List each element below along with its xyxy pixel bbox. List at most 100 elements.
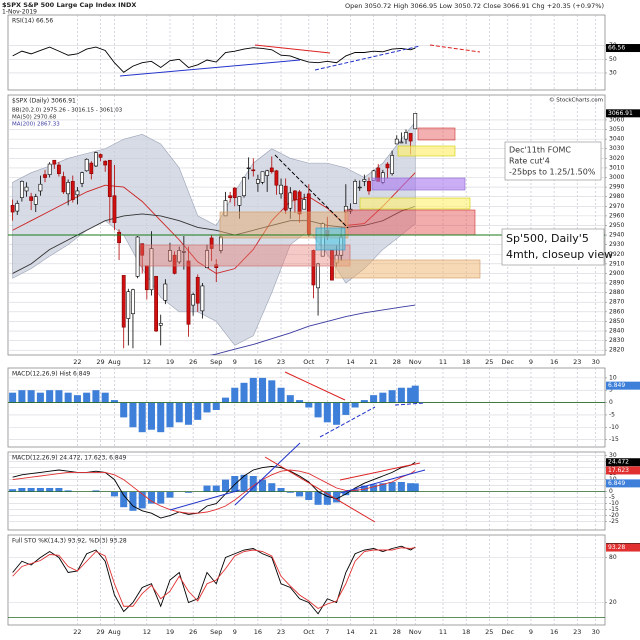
histogram-bar — [268, 483, 276, 492]
plot-area — [8, 452, 605, 530]
x-tick-label: Sep — [210, 358, 222, 366]
histogram-bar — [18, 390, 26, 403]
candle-body — [70, 181, 75, 200]
x-tick-label: Nov — [409, 358, 422, 366]
x-tick-label: 11 — [439, 358, 447, 366]
y-tick-label: 2910 — [609, 260, 624, 267]
legend-entry: MA(50) 2970.68 — [12, 115, 57, 121]
histogram-bar — [9, 392, 17, 403]
last-value-label: 6.849 — [608, 480, 625, 487]
note-box — [501, 228, 605, 266]
histogram-bar — [184, 402, 193, 425]
y-tick-label: -5 — [609, 494, 615, 501]
histogram-bar — [397, 482, 405, 492]
histogram-bar — [388, 482, 396, 492]
last-value-label: 93.28 — [608, 544, 625, 551]
candle-body — [279, 184, 283, 195]
candle-body — [80, 172, 84, 184]
histogram-bar — [259, 377, 267, 403]
histogram-bar — [203, 402, 211, 413]
trend-line — [254, 44, 331, 54]
plot-area — [8, 368, 605, 447]
last-value-label: 3066.91 — [608, 110, 633, 117]
last-value-box — [606, 466, 640, 475]
histogram-bar — [240, 382, 248, 403]
zone — [417, 127, 456, 141]
histogram-bar — [342, 402, 350, 415]
histogram-bar — [259, 479, 267, 492]
histogram-bar — [27, 488, 35, 492]
y-tick-label: 2980 — [609, 193, 624, 200]
y-tick-label: 2830 — [609, 337, 624, 344]
note-text: 4mth, closeup view — [506, 248, 613, 261]
histogram-bar — [36, 488, 44, 492]
y-tick-label: 2900 — [609, 270, 624, 277]
histogram-bar — [240, 474, 248, 492]
zone — [397, 145, 456, 157]
x-tick-label: 26 — [189, 628, 197, 636]
histogram-bar — [55, 390, 63, 403]
x-tick-label: 21 — [369, 358, 377, 366]
candle-body — [399, 141, 404, 144]
trend-line — [284, 371, 346, 401]
y-tick-label: 2960 — [609, 212, 624, 219]
panel-title: MACD(12,26,9) 24.472, 17.623, 6.849 — [12, 455, 126, 462]
histogram-bar — [110, 491, 118, 497]
x-tick-label: Nov — [409, 628, 422, 636]
note-box — [504, 141, 602, 181]
candle-body — [168, 250, 172, 262]
histogram-bar — [36, 392, 44, 403]
candle-body — [24, 186, 29, 192]
histogram-bar — [305, 402, 313, 408]
trend-line — [234, 442, 301, 506]
candle-body — [293, 190, 297, 200]
zone — [334, 259, 481, 279]
y-tick-label: 30 — [609, 69, 617, 76]
y-tick-label: 80 — [609, 554, 617, 561]
candle-body — [47, 163, 52, 175]
candle-body — [302, 199, 307, 210]
histogram-bar — [407, 483, 415, 492]
y-tick-label: 2840 — [609, 328, 624, 335]
drawings: Dec'11th FOMC Rate cut'4 -25bps to 1.25/1.… — [8, 44, 613, 523]
last-value-label: 17.623 — [608, 467, 629, 474]
x-tick-label: Aug — [108, 628, 121, 636]
candle-body — [19, 181, 24, 198]
trend-line — [339, 469, 426, 494]
histogram-bar — [138, 402, 146, 433]
candle-body — [38, 183, 43, 192]
candle-body — [43, 174, 47, 178]
histogram-bar — [314, 491, 322, 505]
y-tick-label: -10 — [609, 500, 619, 507]
moving-average — [209, 304, 416, 355]
candle-body — [288, 192, 293, 209]
histogram-bar — [120, 402, 128, 418]
x-tick-label: 19 — [166, 358, 174, 366]
x-tick-label: 16 — [550, 358, 558, 366]
histogram-bar — [277, 488, 285, 492]
last-value-box — [606, 479, 640, 488]
candle-body — [15, 203, 20, 212]
indicator-line — [12, 545, 416, 615]
histogram-bar — [73, 395, 81, 403]
histogram-bar — [351, 402, 359, 408]
candle-body — [29, 196, 34, 201]
histogram-bar — [268, 380, 276, 403]
x-tick-label: 16 — [550, 628, 558, 636]
zone — [139, 244, 351, 267]
histogram-bar — [46, 488, 54, 492]
x-tick-label: 29 — [96, 628, 104, 636]
x-tick-label: 21 — [369, 628, 377, 636]
y-tick-label: 2850 — [609, 318, 624, 325]
histogram-bar — [370, 395, 378, 403]
histogram-bar — [92, 490, 100, 492]
last-value-box — [606, 44, 640, 53]
histogram-bar — [83, 392, 91, 403]
trend-line — [394, 402, 426, 406]
histogram-bar — [129, 491, 137, 511]
candle-body — [172, 254, 177, 274]
histogram-bar — [184, 491, 193, 493]
candle-body — [195, 276, 200, 304]
candle-body — [131, 289, 135, 315]
